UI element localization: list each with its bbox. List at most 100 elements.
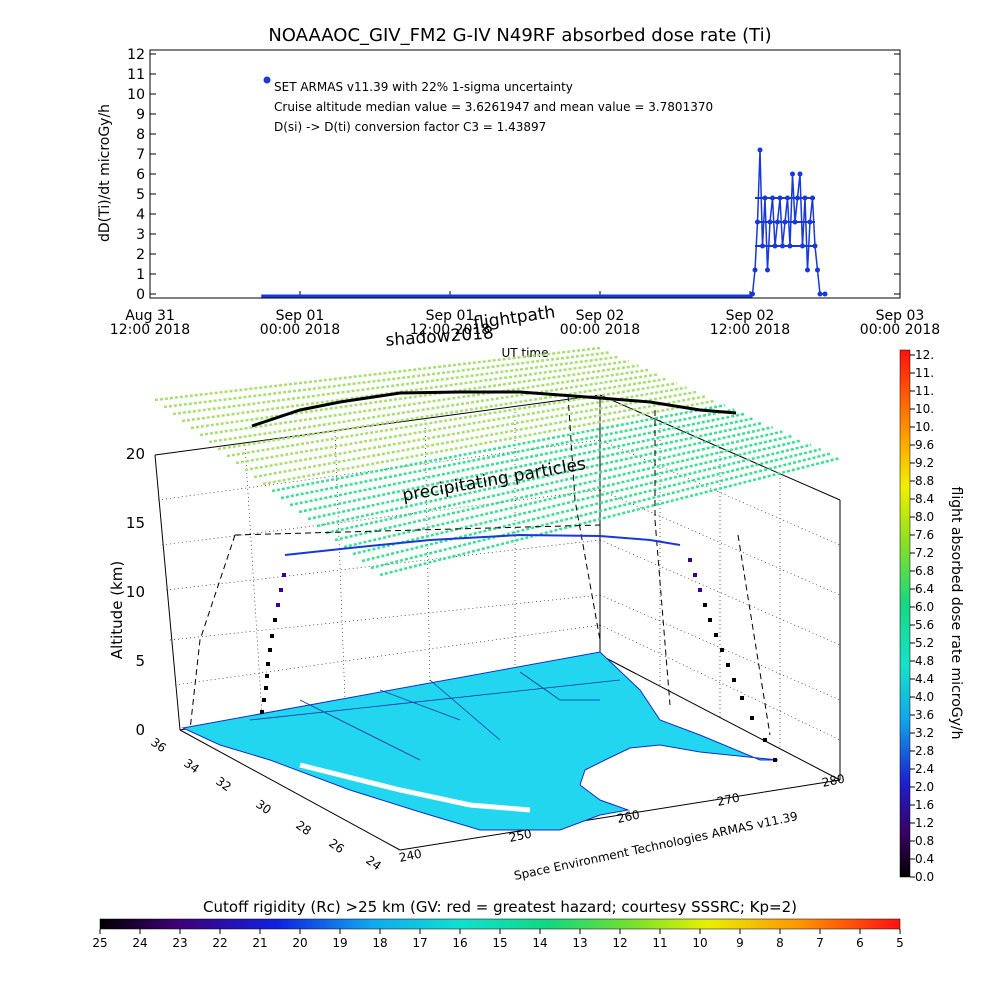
y-tick-label: 10 [127,87,145,103]
descent-marker [773,758,777,762]
series-point [770,195,775,201]
ascent-marker [266,662,270,666]
alt-tick: 0 [135,721,145,739]
series-point [787,243,793,249]
right-tick-label: 8.4 [915,492,934,506]
bottom-tick-label: 10 [692,936,707,950]
right-tick-label: 2.8 [915,744,934,758]
right-colorbar: 12. 11. 11. 10. 10. 9.6 9.2 8.8 8.4 8.0 7.6 7.2 6.8 6… [899,348,964,884]
descent-marker [750,716,754,720]
x-tick-label: Sep 02 [576,308,625,324]
shadow-stripe [190,364,639,430]
right-tick-label: 12. [915,348,934,362]
series-point [752,267,758,273]
lat-tick: 36 [148,735,169,755]
bottom-tick-label: 8 [776,936,784,950]
bottom-tick-label: 6 [856,936,864,950]
shadow-stripe [172,355,620,416]
right-tick-label: 6.4 [915,582,934,596]
y-tick-label: 7 [136,147,145,163]
right-tick-label: 6.0 [915,600,934,614]
descent-marker [726,663,730,667]
right-tick-label: 9.6 [915,438,934,452]
right-tick-label: 1.2 [915,816,934,830]
right-tick-label: 4.0 [915,690,934,704]
descent-marker [688,558,692,562]
shadow-stripe [343,439,802,549]
x-tick-label-time: 12:00 2018 [410,322,490,338]
y-tick-label: 12 [127,47,145,63]
right-tick-label: 8.0 [915,510,934,524]
descent-marker [732,678,736,682]
descent-marker [740,696,744,700]
descent-marker [763,738,767,742]
bottom-colorbar-label: Cutoff rigidity (Rc) >25 km (GV: red = g… [203,898,797,916]
series-point [757,147,763,153]
lat-tick: 26 [326,836,347,856]
land-mass [181,651,779,831]
series-point [805,267,810,273]
right-tick-label: 3.6 [915,708,934,722]
shadow-stripe [208,373,658,444]
bottom-tick-label: 19 [332,936,347,950]
shadow-stripe [370,452,831,570]
bottom-tick-label: 20 [292,936,307,950]
right-tick-label: 10. [915,402,934,416]
shadow-stripe [181,359,629,423]
descent-marker [720,648,724,652]
series-point [822,291,828,297]
perspective-3d-plot: shadow2018 flightpath precipitating part… [108,302,846,883]
alt-tick: 20 [126,445,145,463]
series-point [785,195,790,201]
y-tick-label: 11 [127,67,145,83]
lon-tick: 270 [716,790,741,808]
lat-tick: 28 [293,818,314,838]
right-tick-label: 0.4 [915,852,934,866]
bottom-tick-label: 12 [612,936,627,950]
right-tick-label: 5.2 [915,636,934,650]
flightpath-label: flightpath [472,302,556,333]
series-point [817,291,823,297]
shadow-stripe [280,408,735,500]
ascent-marker [265,674,269,678]
bottom-tick-label: 21 [252,936,267,950]
lon-tick: 280 [821,771,846,789]
shadow-stripe [244,390,697,472]
y-tick-label: 2 [136,247,145,263]
ascent-marker [262,698,266,702]
alt-tick: 10 [126,583,145,601]
right-tick-label: 10. [915,420,934,434]
ascent-marker [270,634,274,638]
lat-tick: 30 [253,797,274,817]
ascent-marker [264,686,268,690]
right-tick-label: 6.8 [915,564,934,578]
series-point [775,219,780,225]
lon-tick: 240 [398,846,423,864]
alt-tick: 5 [135,652,145,670]
series-point [802,195,808,201]
precipitating-particles-stripes [154,346,841,577]
shadow-stripe [361,447,822,563]
shadow-stripe [226,381,677,458]
bottom-tick-label: 22 [212,936,227,950]
x-tick-label: Sep 01 [276,308,325,324]
lat-tick: 24 [363,853,384,873]
legend-line-3: D(si) -> D(ti) conversion factor C3 = 1.… [274,120,546,134]
descent-marker [698,588,702,592]
ascent-marker [279,588,283,592]
right-colorbar-gradient [899,349,911,878]
series-point [777,195,783,201]
bottom-tick-label: 23 [172,936,187,950]
bottom-tick-label: 5 [896,936,904,950]
coastline-inner [299,762,531,813]
series-point [792,219,798,225]
descent-marker [703,603,707,607]
altitude-ticks: 0 5 10 15 20 [126,445,145,739]
shadow-stripe [199,368,649,437]
ascent-marker [268,648,272,652]
bottom-tick-label: 7 [816,936,824,950]
x-tick-label-time: 00:00 2018 [560,322,640,338]
right-tick-label: 7.2 [915,546,934,560]
